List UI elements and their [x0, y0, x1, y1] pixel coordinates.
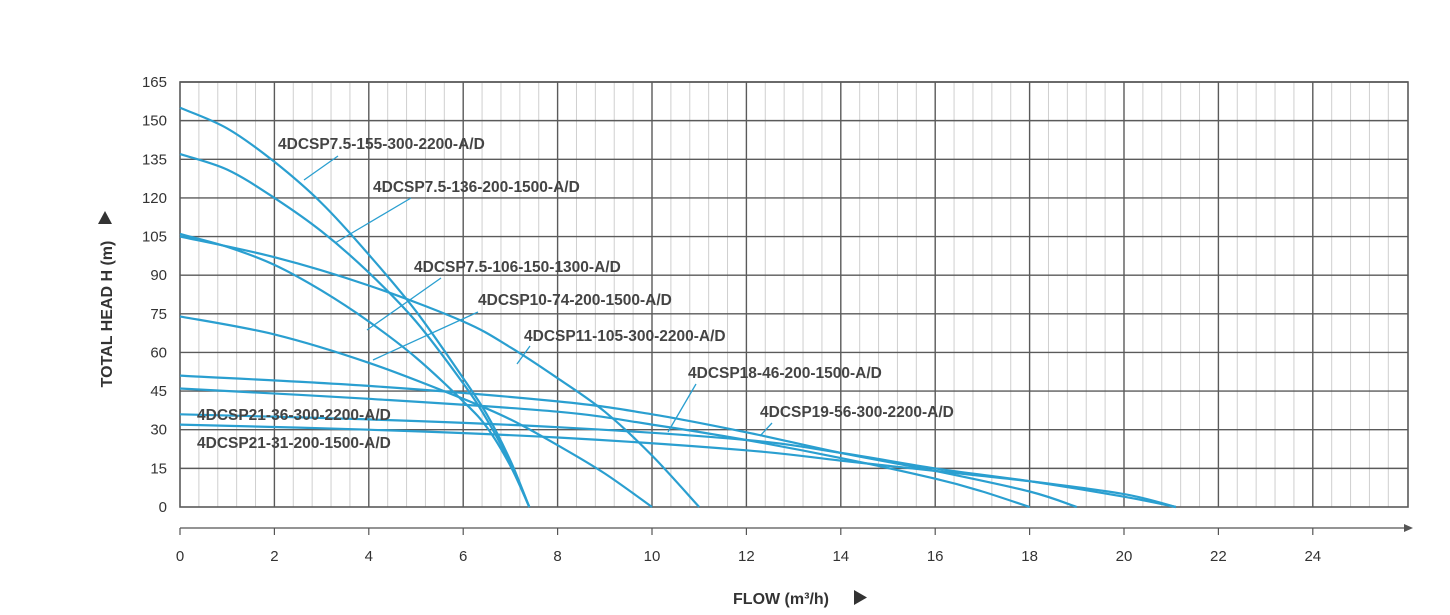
- series-label: 4DCSP11-105-300-2200-A/D: [524, 328, 726, 345]
- y-tick-label: 165: [142, 74, 167, 91]
- y-tick-label: 75: [150, 306, 167, 323]
- y-tick-label: 0: [159, 499, 167, 516]
- x-tick-label: 22: [1210, 548, 1227, 565]
- series-lines: [179, 106, 1177, 509]
- y-tick-label: 60: [150, 344, 167, 361]
- x-tick-label: 16: [927, 548, 944, 565]
- label-leader-line: [334, 197, 412, 244]
- y-tick-label: 15: [150, 460, 167, 477]
- y-tick-label: 45: [150, 383, 167, 400]
- axes: 0 2 4 6 8 10 12 14 16 18 20 22 240153045607590105120…: [142, 74, 1413, 565]
- performance-curve: [179, 106, 531, 508]
- series-label: 4DCSP21-36-300-2200-A/D: [197, 407, 391, 424]
- x-axis-arrow-icon: [854, 590, 867, 605]
- y-tick-label: 135: [142, 151, 167, 168]
- series-label: 4DCSP7.5-155-300-2200-A/D: [278, 136, 485, 153]
- x-tick-label: 24: [1304, 548, 1321, 565]
- series-label: 4DCSP21-31-200-1500-A/D: [197, 435, 391, 452]
- label-leader-line: [372, 311, 479, 361]
- label-leader-line: [366, 277, 442, 331]
- series-label: 4DCSP10-74-200-1500-A/D: [478, 292, 672, 309]
- performance-curve: [179, 235, 701, 508]
- x-tick-label: 20: [1116, 548, 1133, 565]
- y-axis-arrow-icon: [98, 211, 112, 224]
- x-axis-title: FLOW (m³/h): [733, 591, 829, 608]
- y-tick-label: 105: [142, 229, 167, 246]
- performance-curve: [179, 374, 1078, 509]
- series-label: 4DCSP7.5-136-200-1500-A/D: [373, 179, 580, 196]
- plot-frame: [179, 81, 1409, 508]
- y-tick-label: 150: [142, 113, 167, 130]
- performance-curve: [179, 232, 531, 508]
- performance-curve: [179, 423, 1177, 509]
- x-tick-label: 14: [832, 548, 849, 565]
- x-tick-label: 2: [270, 548, 278, 565]
- y-tick-label: 120: [142, 190, 167, 207]
- series-label: 4DCSP19-56-300-2200-A/D: [760, 404, 954, 421]
- x-tick-label: 0: [176, 548, 184, 565]
- performance-curve: [179, 153, 531, 508]
- x-tick-label: 12: [738, 548, 755, 565]
- y-tick-label: 30: [150, 422, 167, 439]
- x-tick-label: 6: [459, 548, 467, 565]
- y-axis-title: TOTAL HEAD H (m): [99, 241, 116, 388]
- label-leader-line: [516, 345, 531, 365]
- x-tick-label: 10: [644, 548, 661, 565]
- label-leader-line: [667, 383, 697, 433]
- label-leader-line: [759, 422, 773, 437]
- series-label: 4DCSP18-46-200-1500-A/D: [688, 365, 882, 382]
- x-axis-end-arrow-icon: [1404, 524, 1413, 532]
- performance-curve: [179, 315, 653, 508]
- x-tick-label: 4: [365, 548, 373, 565]
- series-labels: 4DCSP7.5-155-300-2200-A/D 4DCSP7.5-136-20…: [197, 136, 954, 452]
- label-leader-line: [303, 155, 339, 181]
- label-leaders: [303, 155, 773, 437]
- x-tick-label: 8: [553, 548, 561, 565]
- y-tick-label: 90: [150, 267, 167, 284]
- series-label: 4DCSP7.5-106-150-1300-A/D: [414, 259, 621, 276]
- performance-curve: [179, 387, 1030, 509]
- x-tick-label: 18: [1021, 548, 1038, 565]
